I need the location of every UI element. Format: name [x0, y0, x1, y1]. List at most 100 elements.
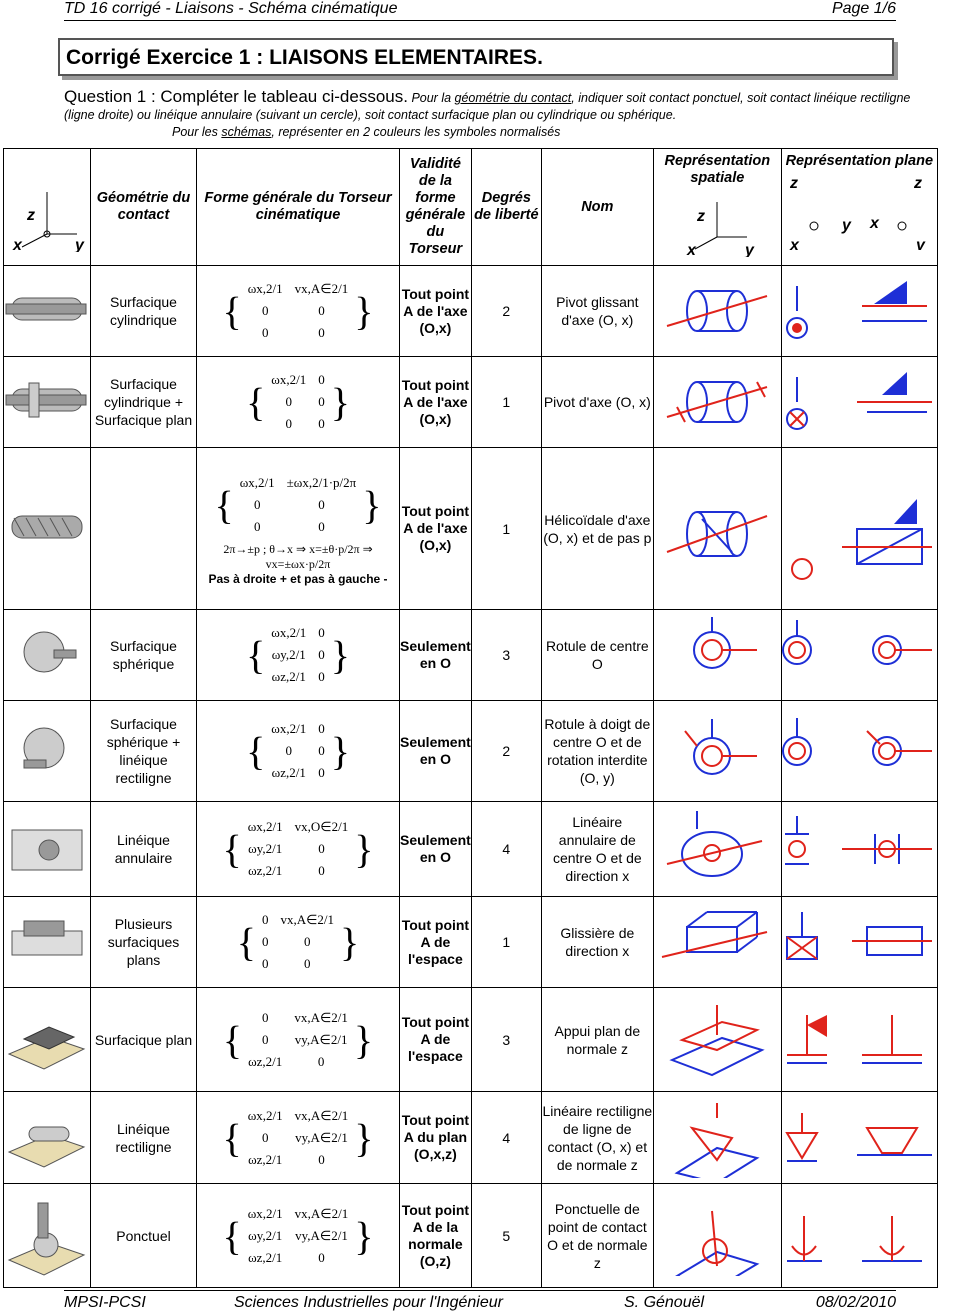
dof-cell: 4 — [470, 801, 542, 897]
validity-cell: Tout point A de l'axe (O,x) — [399, 265, 472, 357]
name-cell: Rotule de centre O — [540, 609, 654, 701]
part-illustration — [3, 609, 91, 701]
table-row: {ωx,2/1 ±ωx,2/1·p/2π 0 0 0 0} 2π→±p ; θ→x ⇒ x=… — [3, 447, 938, 610]
footer-author: S. Génouël — [624, 1294, 705, 1311]
q-underline-1: géométrie du contact — [454, 91, 572, 105]
spatial-symbol — [652, 896, 782, 988]
question-text: Question 1 : Compléter le tableau ci-des… — [64, 88, 944, 141]
validity-cell: Seulement en O — [399, 801, 472, 897]
dof-cell: 3 — [470, 987, 542, 1092]
question-label: Question 1 : Compléter le tableau ci-des… — [64, 87, 408, 106]
liaisons-table: z x y Géométrie du contact Forme général… — [3, 148, 938, 1288]
plane-symbol — [780, 1183, 938, 1288]
svg-text:z: z — [913, 175, 922, 192]
part-illustration — [3, 1091, 91, 1184]
geometry-cell: Surfacique cylindrique + Surfacique plan — [90, 356, 197, 448]
part-illustration — [3, 801, 91, 897]
footer-date: 08/02/2010 — [815, 1294, 896, 1311]
svg-text:y: y — [744, 242, 755, 257]
svg-text:x: x — [869, 215, 880, 232]
title-box: Corrigé Exercice 1 : LIAISONS ELEMENTAIR… — [58, 38, 894, 76]
dof-cell: 1 — [470, 447, 542, 610]
table-row: Surfacique cylindrique + Surfacique plan… — [3, 356, 938, 448]
validity-cell: Seulement en O — [399, 700, 472, 802]
dof-cell: 1 — [470, 356, 542, 448]
footer-class: MPSI-PCSI — [64, 1294, 146, 1311]
geometry-cell: Linéique annulaire — [90, 801, 197, 897]
svg-text:y: y — [915, 237, 926, 250]
spatial-symbol — [652, 356, 782, 448]
table-row: Plusieurs surfaciques plans{0 vx,A∈2/1 0 0 0… — [3, 896, 938, 988]
geometry-cell: Ponctuel — [90, 1183, 197, 1288]
table-row: Surfacique sphérique + linéique rectilig… — [3, 700, 938, 802]
plane-axes-icon: z z y x x y — [789, 175, 926, 250]
validity-cell: Tout point A de l'espace — [399, 896, 472, 988]
dof-cell: 5 — [470, 1183, 542, 1288]
validity-cell: Tout point A du plan (O,x,z) — [399, 1091, 472, 1184]
plane-symbol — [780, 609, 938, 701]
spatial-symbol — [652, 801, 782, 897]
header-left: TD 16 corrigé - Liaisons - Schéma cinéma… — [64, 0, 398, 17]
q-text-2: , indiquer soit contact ponctuel, soit c… — [64, 91, 911, 122]
svg-text:z: z — [26, 207, 35, 224]
svg-text:z: z — [696, 208, 705, 225]
name-cell: Rotule à doigt de centre O et de rotatio… — [540, 700, 654, 802]
torseur-cell: {ωx,2/1 vx,A∈2/1 0 vy,A∈2/1 ωz,2/1 0} — [196, 1091, 400, 1184]
geometry-cell: Plusieurs surfaciques plans — [90, 896, 197, 988]
part-illustration — [3, 896, 91, 988]
svg-text:z: z — [789, 175, 798, 192]
col-validite: Validité de la forme générale du Torseur — [399, 148, 472, 266]
part-illustration — [3, 700, 91, 802]
torseur-cell: {ωx,2/1 vx,A∈2/1 0 0 0 0} — [196, 265, 400, 357]
plane-symbol — [780, 1091, 938, 1184]
name-cell: Glissière de direction x — [540, 896, 654, 988]
validity-cell: Tout point A de l'espace — [399, 987, 472, 1092]
page-title: Corrigé Exercice 1 : LIAISONS ELEMENTAIR… — [66, 46, 543, 69]
geometry-cell: Surfacique sphérique — [90, 609, 197, 701]
col-spatiale: Représentation spatiale z x y — [652, 148, 782, 266]
q-underline-2: schémas — [221, 125, 272, 139]
torseur-cell: {ωx,2/1 vx,O∈2/1 ωy,2/1 0 ωz,2/1 0} — [196, 801, 400, 897]
svg-text:y: y — [74, 237, 85, 252]
geometry-cell: Surfacique sphérique + linéique rectilig… — [90, 700, 197, 802]
col-geom: Géométrie du contact — [90, 148, 197, 266]
axes-icon: z x y — [12, 192, 85, 252]
table-row: Ponctuel{ωx,2/1 vx,A∈2/1 ωy,2/1 vy,A∈2/1 ωz,… — [3, 1183, 938, 1288]
footer-subject: Sciences Industrielles pour l'Ingénieur — [234, 1294, 503, 1311]
table-row: Linéique annulaire{ωx,2/1 vx,O∈2/1 ωy,2/1 0… — [3, 801, 938, 897]
dof-cell: 4 — [470, 1091, 542, 1184]
q-text-1: Pour la — [407, 91, 455, 105]
spatial-symbol — [652, 987, 782, 1092]
spatial-symbol — [652, 700, 782, 802]
part-illustration — [3, 447, 91, 610]
plane-symbol — [780, 356, 938, 448]
torseur-cell: {ωx,2/1 ±ωx,2/1·p/2π 0 0 0 0} 2π→±p ; θ→x ⇒ x=… — [196, 447, 400, 610]
header-page: Page 1/6 — [831, 0, 896, 17]
table-row: Surfacique plan{0 vx,A∈2/1 0 vy,A∈2/1 ωz,2/1… — [3, 987, 938, 1092]
torseur-cell: {ωx,2/1 vx,A∈2/1 ωy,2/1 vy,A∈2/1 ωz,2/1 0} — [196, 1183, 400, 1288]
geometry-cell: Surfacique cylindrique — [90, 265, 197, 357]
col-plane-label: Représentation plane — [785, 153, 934, 169]
svg-text:x: x — [12, 237, 23, 252]
col-forme: Forme générale du Torseur cinématique — [196, 148, 400, 266]
page-footer: MPSI-PCSI Sciences Industrielles pour l'… — [64, 1290, 896, 1315]
spatial-symbol — [652, 609, 782, 701]
header-row: z x y Géométrie du contact Forme général… — [3, 148, 938, 266]
torseur-cell: {ωx,2/1 0 ωy,2/1 0 ωz,2/1 0} — [196, 609, 400, 701]
name-cell: Linéaire annulaire de centre O et de dir… — [540, 801, 654, 897]
plane-symbol — [780, 265, 938, 357]
name-cell: Ponctuelle de point de contact O et de n… — [540, 1183, 654, 1288]
q-text-3: Pour les — [172, 125, 222, 139]
spatial-symbol — [652, 447, 782, 610]
spatial-symbol — [652, 265, 782, 357]
q-text-4: , représenter en 2 couleurs les symboles… — [271, 125, 561, 139]
validity-cell: Tout point A de l'axe (O,x) — [399, 447, 472, 610]
plane-symbol — [780, 801, 938, 897]
svg-text:x: x — [789, 237, 800, 250]
validity-cell: Seulement en O — [399, 609, 472, 701]
part-illustration — [3, 356, 91, 448]
spatial-symbol — [652, 1183, 782, 1288]
torseur-cell: {ωx,2/1 0 0 0 ωz,2/1 0} — [196, 700, 400, 802]
dof-cell: 2 — [470, 700, 542, 802]
validity-cell: Tout point A de l'axe (O,x) — [399, 356, 472, 448]
